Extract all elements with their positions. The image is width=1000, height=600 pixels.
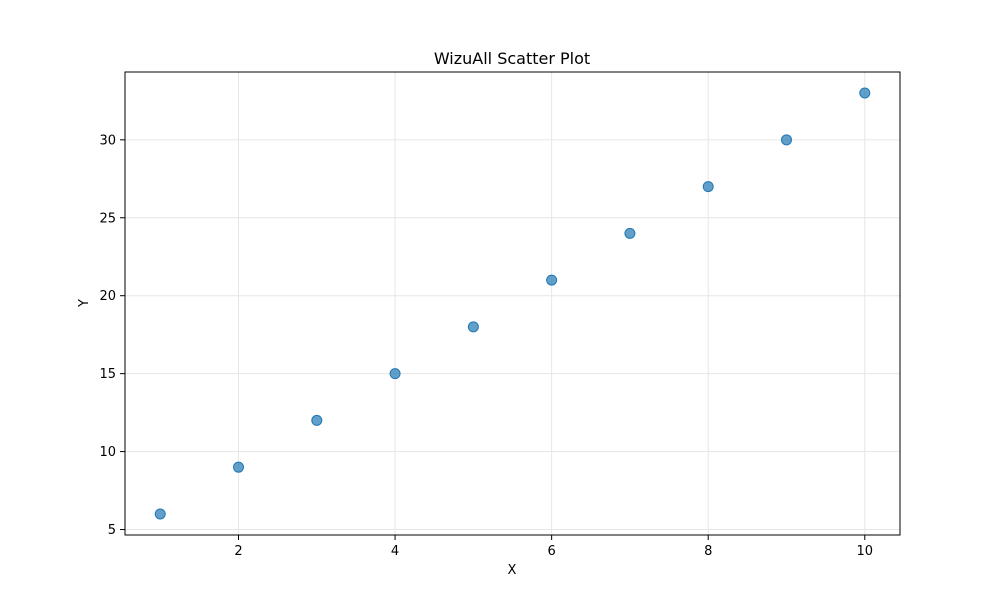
scatter-point	[859, 87, 871, 99]
y-tick-label: 25	[99, 211, 116, 226]
scatter-point	[233, 461, 245, 473]
scatter-point	[702, 181, 714, 193]
scatter-point	[154, 508, 166, 520]
x-tick-label: 2	[234, 544, 242, 559]
y-tick-label: 5	[108, 523, 116, 538]
y-axis-ticks: 5 10 15 20 25 30	[99, 133, 125, 538]
scatter-point	[546, 274, 558, 286]
x-tick-label: 6	[548, 544, 556, 559]
scatter-point	[389, 368, 401, 380]
x-axis-ticks: 2 4 6 8 10	[234, 535, 873, 559]
points-layer	[154, 87, 871, 520]
x-axis-label: X	[508, 563, 517, 578]
y-tick-label: 10	[99, 445, 116, 460]
x-tick-label: 8	[704, 544, 712, 559]
x-tick-label: 4	[391, 544, 399, 559]
y-tick-label: 15	[99, 367, 116, 382]
grid-layer	[125, 72, 900, 535]
y-axis-label: Y	[77, 299, 92, 308]
y-tick-label: 30	[99, 133, 116, 148]
y-tick-label: 20	[99, 289, 116, 304]
x-tick-label: 10	[856, 544, 873, 559]
scatter-point	[467, 321, 479, 333]
scatter-point	[780, 134, 792, 146]
plot-frame	[124, 71, 901, 536]
scatter-point	[311, 414, 323, 426]
chart-title: WizuAll Scatter Plot	[434, 49, 590, 68]
scatter-point	[624, 227, 636, 239]
